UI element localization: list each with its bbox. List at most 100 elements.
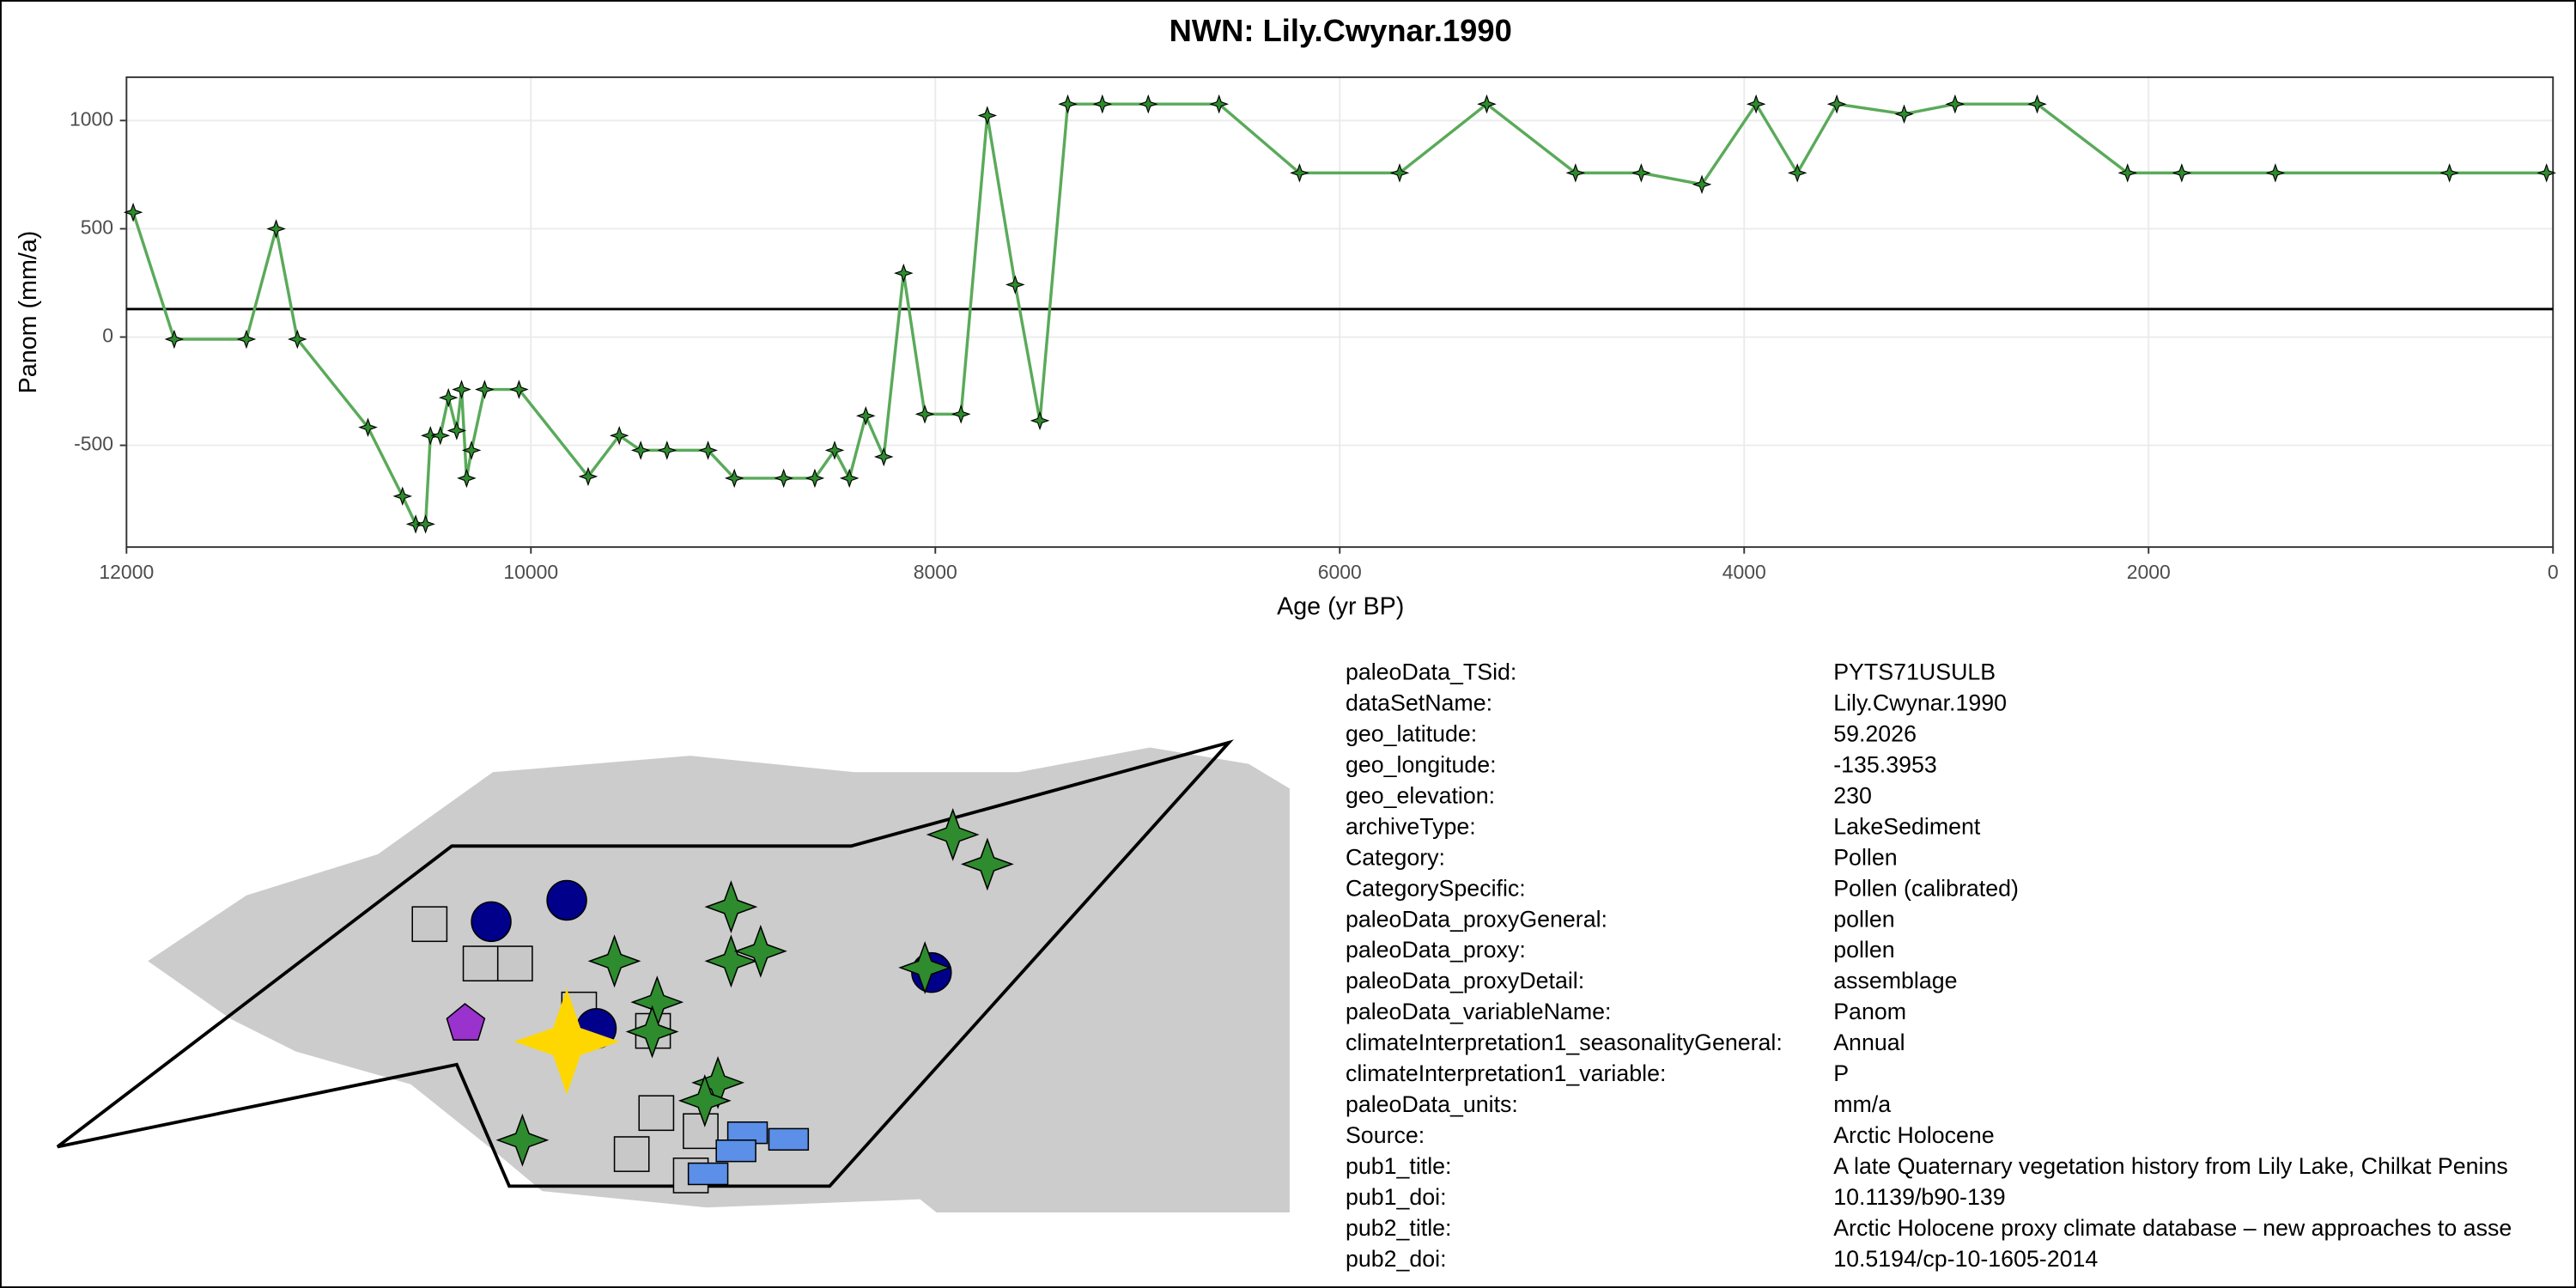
site-marker	[446, 1003, 486, 1041]
region-outline	[56, 739, 1234, 1188]
data-point	[475, 380, 495, 399]
metadata-value: Arctic Holocene proxy climate database –…	[1833, 1215, 2512, 1241]
map	[56, 739, 1290, 1212]
metadata-value: 230	[1833, 782, 1872, 808]
data-point	[914, 404, 935, 424]
site-marker	[733, 924, 787, 978]
data-point	[1477, 94, 1497, 114]
metadata-key: geo_elevation:	[1346, 782, 1495, 808]
metadata-value: 59.2026	[1833, 720, 1917, 746]
metadata-value: Lily.Cwynar.1990	[1833, 690, 2007, 715]
metadata-value: 10.1139/b90-139	[1833, 1184, 2005, 1210]
data-point	[438, 387, 459, 408]
y-tick-label: -500	[74, 433, 113, 455]
data-point	[123, 202, 143, 222]
data-point	[1058, 94, 1078, 114]
data-point	[2265, 163, 2286, 183]
site-marker	[715, 1139, 756, 1163]
site-marker	[960, 837, 1014, 891]
site-marker	[926, 808, 980, 861]
metadata-key: archiveType:	[1346, 813, 1476, 839]
x-tick-label: 6000	[1318, 561, 1362, 583]
metadata-key: CategorySpecific:	[1346, 875, 1526, 901]
data-point	[1005, 275, 1025, 295]
metadata-value: Annual	[1833, 1030, 1905, 1055]
data-point	[578, 466, 598, 487]
metadata-value: -135.3953	[1833, 751, 1937, 777]
data-point	[2537, 163, 2556, 183]
data-point	[461, 440, 482, 460]
metadata-key: geo_longitude:	[1346, 751, 1497, 777]
metadata-value: Pollen (calibrated)	[1833, 875, 2019, 901]
site-marker	[898, 940, 952, 994]
site-marker	[613, 1136, 650, 1172]
metadata-value: mm/a	[1833, 1091, 1891, 1117]
site-marker	[704, 934, 758, 988]
data-point	[1138, 94, 1158, 114]
metadata-key: dataSetName:	[1346, 690, 1492, 715]
data-point	[977, 106, 998, 125]
data-point	[805, 468, 825, 489]
data-point	[2439, 163, 2459, 183]
metadata-key: pub1_title:	[1346, 1153, 1452, 1179]
site-marker	[677, 1073, 732, 1127]
data-point	[430, 425, 451, 446]
data-point	[1787, 163, 1807, 183]
data-point	[1894, 104, 1914, 125]
site-marker	[687, 1162, 729, 1186]
site-marker	[462, 945, 499, 981]
data-point	[1290, 163, 1309, 183]
data-point	[164, 329, 185, 349]
metadata-key: paleoData_proxyDetail:	[1346, 968, 1584, 993]
metadata-table: paleoData_TSid: PYTS71USULB dataSetName: Li…	[1346, 659, 2512, 1272]
site-marker	[546, 879, 587, 921]
metadata-key: paleoData_proxy:	[1346, 937, 1526, 963]
data-point	[1389, 163, 1410, 183]
data-point	[266, 219, 286, 239]
metadata-value: Arctic Holocene	[1833, 1122, 1994, 1148]
site-marker	[704, 880, 758, 934]
y-axis-label: Panom (mm/a)	[15, 231, 42, 394]
site-marker	[625, 1005, 679, 1059]
data-point	[1826, 94, 1847, 114]
metadata-key: pub1_doi:	[1346, 1184, 1447, 1210]
data-point	[236, 329, 257, 349]
metadata-value: A late Quaternary vegetation history fro…	[1833, 1153, 2508, 1179]
data-point	[1030, 410, 1050, 431]
data-point	[457, 468, 477, 489]
data-point	[358, 417, 378, 437]
x-tick-label: 4000	[1722, 561, 1766, 583]
data-point	[951, 404, 971, 424]
data-point	[698, 440, 718, 460]
data-point	[894, 263, 914, 283]
x-tick-label: 8000	[914, 561, 957, 583]
data-point	[609, 425, 629, 446]
metadata-value: assemblage	[1833, 968, 1957, 993]
map-markers	[411, 808, 1014, 1194]
site-marker	[587, 934, 641, 988]
metadata-key: paleoData_units:	[1346, 1091, 1518, 1117]
data-point	[416, 514, 435, 534]
metadata-value: PYTS71USULB	[1833, 659, 1996, 685]
metadata-key: paleoData_proxyGeneral:	[1346, 906, 1607, 932]
data-point	[1746, 94, 1766, 114]
metadata-value: LakeSediment	[1833, 813, 1981, 839]
data-point	[657, 440, 677, 460]
y-tick-label: 500	[81, 216, 113, 239]
x-axis-label: Age (yr BP)	[1277, 592, 1404, 620]
selected-site-marker	[513, 988, 620, 1095]
y-tick-label: 0	[102, 325, 113, 347]
y-tick-label: 1000	[70, 107, 113, 130]
data-point	[1209, 94, 1229, 114]
data-point	[2027, 94, 2047, 114]
data-point	[288, 329, 307, 349]
data-point	[1092, 94, 1113, 114]
metadata-value: pollen	[1833, 937, 1894, 963]
data-point	[873, 447, 894, 467]
data-point	[855, 406, 876, 426]
site-marker	[638, 1095, 675, 1132]
data-point	[2172, 163, 2192, 183]
metadata-key: Category:	[1346, 844, 1445, 870]
metadata-key: Source:	[1346, 1122, 1425, 1148]
